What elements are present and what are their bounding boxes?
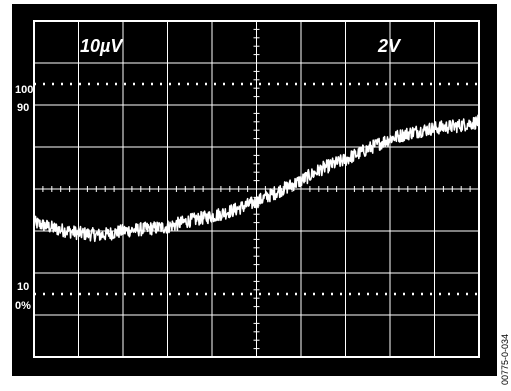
marker-label-100: 100: [15, 84, 33, 96]
channel-scale-right: 2V: [377, 36, 402, 56]
marker-label-0pct: 0%: [15, 300, 31, 312]
graticule: [33, 20, 480, 358]
figure-id: 00775-0-034: [500, 334, 510, 385]
signal-trace: [33, 114, 480, 243]
marker-label-90: 90: [17, 102, 29, 114]
channel-scale-left: 10µV: [80, 36, 124, 56]
reference-lines: [34, 82, 479, 296]
marker-label-10: 10: [17, 281, 29, 293]
scope-screen: [12, 4, 497, 376]
series-line: [33, 114, 480, 243]
